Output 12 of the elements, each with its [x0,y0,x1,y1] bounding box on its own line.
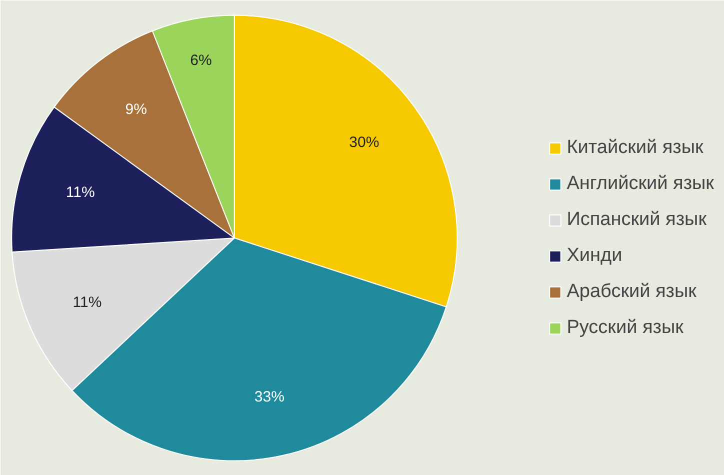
data-label: 11% [66,184,95,202]
legend-label: Хинди [566,244,622,266]
data-label: 30% [349,134,380,151]
legend-label: Русский язык [566,316,684,338]
data-label: 11% [72,294,102,312]
data-label: 9% [125,100,147,118]
legend-label: Китайский язык [566,136,704,158]
legend-label: Английский язык [566,172,714,194]
legend-label: Арабский язык [566,280,696,302]
legend-label: Испанский язык [566,208,707,230]
data-label: 6% [190,52,212,69]
data-label: 33% [254,388,284,406]
